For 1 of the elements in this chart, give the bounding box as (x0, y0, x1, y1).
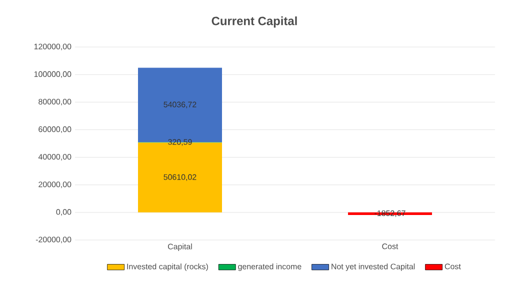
chart-title: Current Capital (212, 16, 297, 28)
